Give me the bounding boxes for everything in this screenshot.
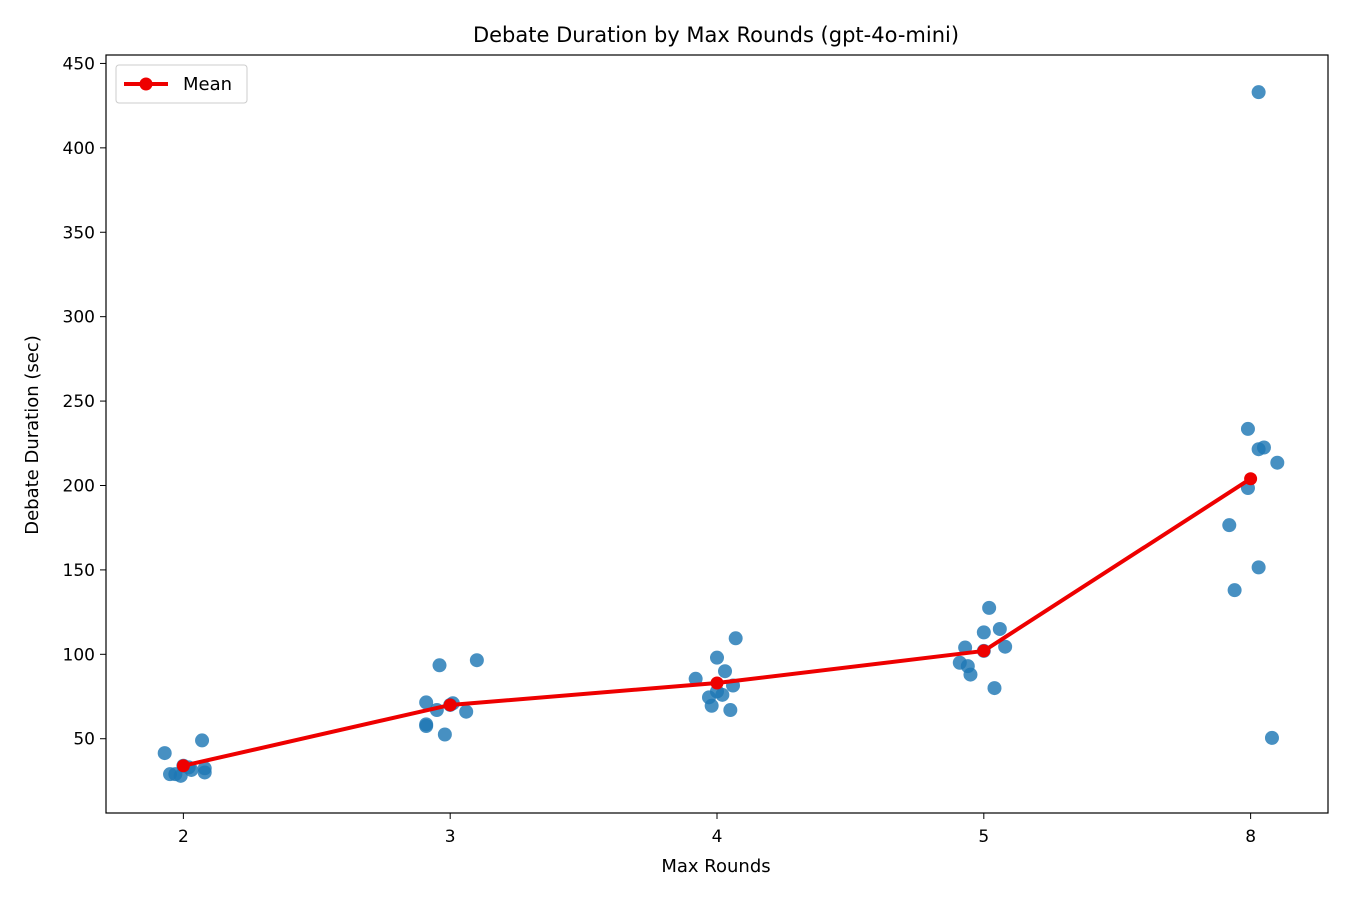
x-tick-label: 2 xyxy=(178,827,189,847)
y-tick-label: 350 xyxy=(63,223,95,243)
y-tick-label: 400 xyxy=(63,139,95,159)
data-point xyxy=(1264,730,1279,745)
data-point xyxy=(998,639,1013,654)
y-axis: 50 100 150 200 250 300 350 400 450 xyxy=(63,54,106,750)
data-point xyxy=(419,695,434,710)
x-axis-label: Max Rounds xyxy=(661,856,770,877)
legend-label-mean: Mean xyxy=(183,74,232,95)
data-point xyxy=(710,650,724,665)
y-tick-label: 150 xyxy=(63,561,95,581)
data-point xyxy=(197,765,212,780)
mean-marker xyxy=(977,644,991,658)
data-point xyxy=(1227,583,1242,598)
data-point xyxy=(723,703,738,718)
y-tick-label: 100 xyxy=(63,645,95,665)
data-point xyxy=(469,653,484,668)
x-tick-label: 3 xyxy=(445,827,456,847)
y-tick-label: 250 xyxy=(63,392,95,412)
data-point xyxy=(976,625,991,640)
data-point xyxy=(432,658,447,673)
x-axis: 2 3 4 5 8 xyxy=(178,813,1256,847)
plot-area xyxy=(105,54,1329,814)
data-point xyxy=(419,719,434,734)
x-tick-label: 4 xyxy=(712,827,723,847)
y-tick-label: 300 xyxy=(63,308,95,328)
data-point xyxy=(157,746,172,761)
mean-marker xyxy=(176,759,190,773)
mean-marker xyxy=(710,676,724,690)
data-point xyxy=(982,600,997,615)
data-point xyxy=(1240,421,1255,436)
data-point xyxy=(437,727,452,742)
data-point xyxy=(704,698,719,713)
y-tick-label: 450 xyxy=(63,54,95,74)
legend: Mean xyxy=(115,64,248,104)
mean-line xyxy=(182,477,1252,768)
data-point xyxy=(1251,85,1266,100)
data-point xyxy=(195,733,210,748)
y-tick-label: 200 xyxy=(63,476,95,496)
data-point xyxy=(1251,560,1266,575)
data-point xyxy=(1256,440,1271,455)
mean-marker xyxy=(443,698,457,712)
data-point xyxy=(992,621,1007,636)
data-point xyxy=(459,704,474,719)
mean-marker xyxy=(1244,472,1258,486)
data-point xyxy=(688,671,703,686)
data-point xyxy=(1222,518,1237,533)
legend-marker-swatch xyxy=(139,77,153,91)
data-point xyxy=(1270,455,1285,470)
chart-title: Debate Duration by Max Rounds (gpt-4o-mi… xyxy=(473,23,959,47)
data-point xyxy=(963,667,978,682)
y-axis-label: Debate Duration (sec) xyxy=(22,335,43,535)
x-tick-label: 8 xyxy=(1245,827,1256,847)
data-point xyxy=(987,681,1002,696)
legend-box xyxy=(115,64,248,104)
x-tick-label: 5 xyxy=(978,827,989,847)
y-tick-label: 50 xyxy=(73,730,95,750)
data-point xyxy=(728,631,743,646)
data-point xyxy=(718,664,733,679)
